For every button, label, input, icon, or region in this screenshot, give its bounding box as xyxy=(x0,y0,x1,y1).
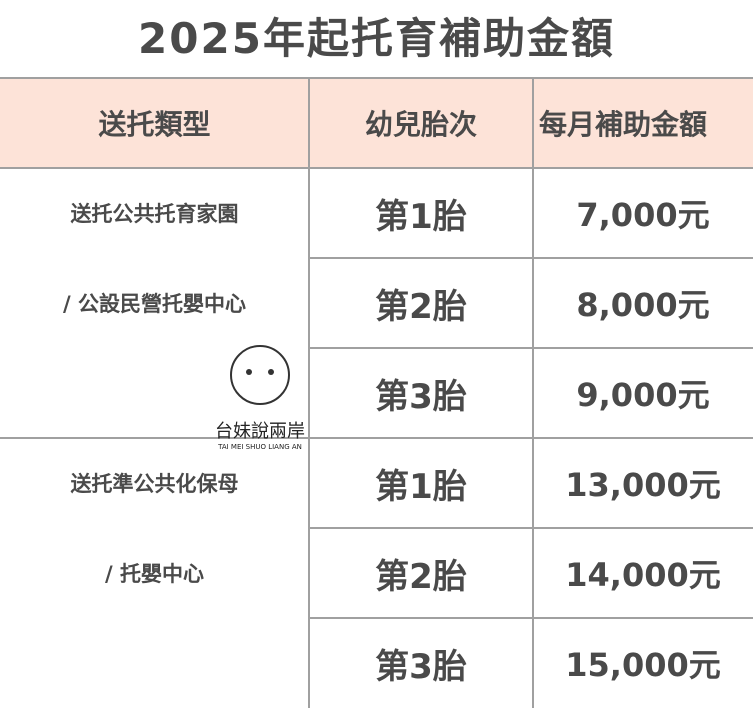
care-type-line: / 公設民營托嬰中心 xyxy=(63,292,246,316)
divider xyxy=(308,78,310,708)
divider xyxy=(309,347,753,349)
divider xyxy=(0,77,753,79)
divider xyxy=(309,617,753,619)
birth-order: 第2胎 xyxy=(375,286,467,327)
page-title: 2025年起托育補助金額 xyxy=(138,14,615,63)
care-type-line: / 托嬰中心 xyxy=(105,562,204,586)
divider xyxy=(0,167,753,169)
divider xyxy=(532,78,534,708)
amount: 15,000元 xyxy=(565,646,721,684)
care-type-line: 送托公共托育家園 xyxy=(70,202,239,226)
amount: 9,000元 xyxy=(576,376,710,414)
amount: 8,000元 xyxy=(576,286,710,324)
header-birth-order: 幼兒胎次 xyxy=(364,108,477,141)
girl-face-icon xyxy=(230,345,290,405)
birth-order: 第1胎 xyxy=(375,466,467,507)
divider xyxy=(309,257,753,259)
logo-subtitle: TAI MEI SHUO LIANG AN xyxy=(218,443,302,451)
care-type-line: 送托準公共化保母 xyxy=(70,472,239,496)
birth-order: 第3胎 xyxy=(375,376,467,417)
header-type: 送托類型 xyxy=(98,108,211,141)
table-header xyxy=(0,78,753,168)
logo-name: 台妹說兩岸 xyxy=(215,421,305,442)
amount: 14,000元 xyxy=(565,556,721,594)
birth-order: 第3胎 xyxy=(375,646,467,687)
divider xyxy=(0,437,753,439)
watermark-logo: 台妹說兩岸 TAI MEI SHUO LIANG AN xyxy=(205,345,315,451)
amount: 13,000元 xyxy=(565,466,721,504)
birth-order: 第1胎 xyxy=(375,196,467,237)
divider xyxy=(309,527,753,529)
header-amount: 每月補助金額 xyxy=(539,108,708,141)
birth-order: 第2胎 xyxy=(375,556,467,597)
amount: 7,000元 xyxy=(576,196,710,234)
